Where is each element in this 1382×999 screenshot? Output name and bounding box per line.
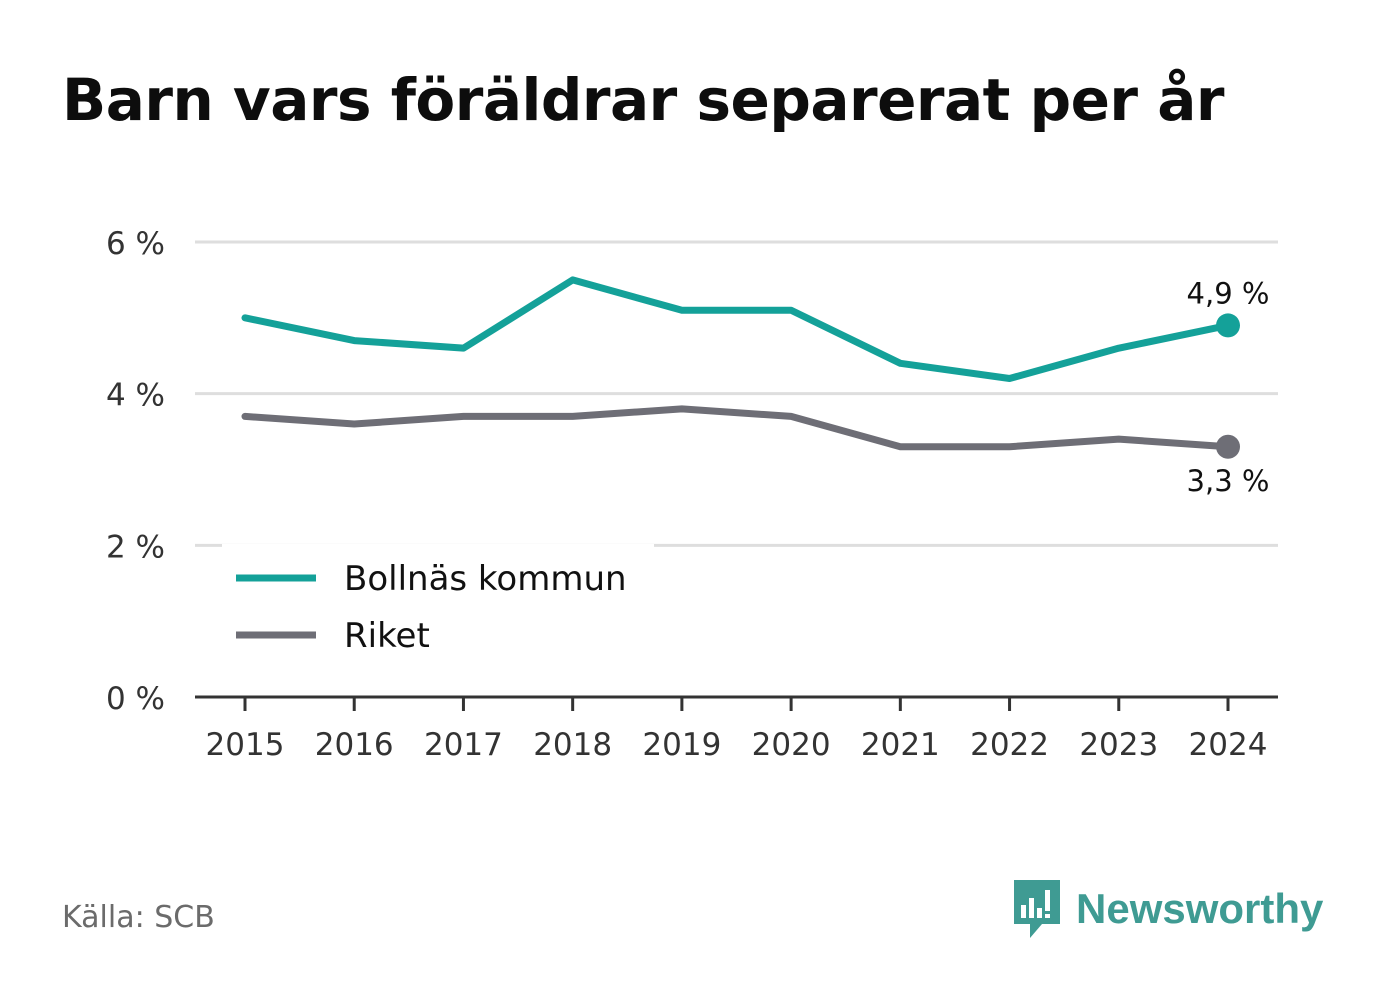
x-tick-label: 2020 xyxy=(752,727,831,763)
source-note: Källa: SCB xyxy=(62,900,215,935)
x-tick-label: 2018 xyxy=(533,727,612,763)
legend-background xyxy=(222,544,654,662)
series-end-point-1 xyxy=(1216,434,1240,459)
x-tick-label: 2017 xyxy=(424,727,503,763)
series-end-point-0 xyxy=(1216,313,1240,338)
series-line-0 xyxy=(241,276,1232,382)
brand-logo[interactable]: Newsworthy xyxy=(1012,878,1323,940)
newsworthy-logo-icon xyxy=(1014,880,1060,938)
x-tick-label: 2024 xyxy=(1189,727,1268,763)
series-end-label-0: 4,9 % xyxy=(1187,276,1270,310)
x-tick-label: 2016 xyxy=(315,727,394,763)
legend-label-1: Riket xyxy=(344,616,430,656)
x-tick-label: 2019 xyxy=(642,727,721,763)
y-tick-label: 4 % xyxy=(106,378,165,414)
brand-name: Newsworthy xyxy=(1076,885,1324,932)
x-tick-label: 2022 xyxy=(970,727,1049,763)
x-tick-label: 2023 xyxy=(1079,727,1158,763)
x-tick-label: 2021 xyxy=(861,727,940,763)
series-end-label-1: 3,3 % xyxy=(1187,464,1270,498)
series-line-1 xyxy=(241,405,1232,451)
x-tick-label: 2015 xyxy=(206,727,285,763)
chart-title: Barn vars föräldrar separerat per år xyxy=(62,66,1224,134)
y-tick-label: 6 % xyxy=(106,226,165,262)
legend-label-0: Bollnäs kommun xyxy=(344,559,627,599)
y-tick-label: 2 % xyxy=(106,529,165,565)
y-tick-label: 0 % xyxy=(106,681,165,717)
